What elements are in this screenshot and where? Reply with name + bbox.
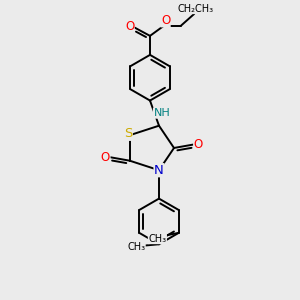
Text: CH₂CH₃: CH₂CH₃	[178, 4, 214, 14]
Text: S: S	[124, 127, 132, 140]
Text: CH₃: CH₃	[127, 242, 145, 252]
Text: NH: NH	[153, 108, 170, 118]
Text: O: O	[125, 20, 134, 33]
Text: O: O	[161, 14, 170, 27]
Text: O: O	[101, 151, 110, 164]
Text: O: O	[194, 138, 203, 151]
Text: CH₃: CH₃	[148, 234, 166, 244]
Text: N: N	[154, 164, 164, 177]
